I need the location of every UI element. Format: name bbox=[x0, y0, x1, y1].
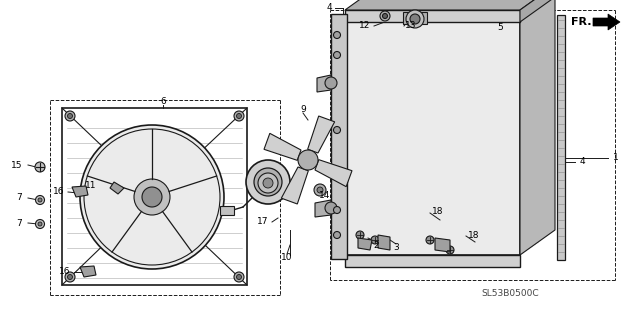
Text: 7: 7 bbox=[16, 219, 22, 227]
Bar bbox=[331, 14, 347, 259]
Bar bbox=[403, 12, 427, 24]
Polygon shape bbox=[72, 186, 88, 197]
Text: 18: 18 bbox=[468, 232, 479, 241]
Circle shape bbox=[371, 236, 379, 244]
Text: 11: 11 bbox=[84, 182, 96, 190]
Circle shape bbox=[406, 10, 424, 28]
Polygon shape bbox=[315, 200, 331, 217]
Circle shape bbox=[446, 246, 454, 254]
Circle shape bbox=[258, 173, 278, 193]
Text: 12: 12 bbox=[358, 21, 370, 31]
Circle shape bbox=[333, 172, 340, 179]
Bar bbox=[345, 255, 520, 267]
Text: 13: 13 bbox=[405, 21, 417, 31]
Polygon shape bbox=[358, 238, 372, 250]
Circle shape bbox=[35, 219, 45, 228]
Circle shape bbox=[263, 178, 273, 188]
Circle shape bbox=[426, 236, 434, 244]
Circle shape bbox=[134, 179, 170, 215]
Bar bbox=[62, 108, 247, 285]
Bar bbox=[345, 10, 520, 22]
Circle shape bbox=[254, 168, 282, 196]
Text: 7: 7 bbox=[16, 194, 22, 203]
Bar bbox=[345, 18, 520, 255]
Text: 9: 9 bbox=[300, 106, 306, 115]
Circle shape bbox=[67, 275, 72, 279]
Circle shape bbox=[333, 206, 340, 213]
Circle shape bbox=[246, 160, 290, 204]
Bar bbox=[220, 206, 234, 215]
Circle shape bbox=[314, 184, 326, 196]
Text: 10: 10 bbox=[281, 254, 292, 263]
Text: 4: 4 bbox=[326, 4, 332, 12]
Polygon shape bbox=[435, 238, 450, 252]
Circle shape bbox=[317, 187, 323, 193]
Polygon shape bbox=[308, 116, 335, 153]
Circle shape bbox=[325, 202, 337, 214]
Circle shape bbox=[356, 231, 364, 239]
Text: 14: 14 bbox=[319, 190, 331, 199]
Circle shape bbox=[38, 222, 42, 226]
Bar bbox=[557, 15, 565, 260]
Polygon shape bbox=[593, 14, 620, 30]
Circle shape bbox=[325, 77, 337, 89]
Polygon shape bbox=[520, 0, 555, 22]
Circle shape bbox=[333, 32, 340, 39]
Text: 17: 17 bbox=[257, 218, 268, 226]
Polygon shape bbox=[345, 0, 555, 18]
Polygon shape bbox=[345, 0, 555, 10]
Text: 1: 1 bbox=[613, 153, 619, 162]
Circle shape bbox=[333, 232, 340, 239]
Circle shape bbox=[35, 196, 45, 204]
Circle shape bbox=[333, 127, 340, 133]
Text: 16: 16 bbox=[52, 188, 64, 197]
Circle shape bbox=[237, 275, 241, 279]
Polygon shape bbox=[110, 182, 124, 194]
Circle shape bbox=[333, 51, 340, 58]
Circle shape bbox=[237, 114, 241, 118]
Circle shape bbox=[67, 114, 72, 118]
Text: 2: 2 bbox=[373, 241, 379, 250]
Circle shape bbox=[234, 111, 244, 121]
Text: FR.: FR. bbox=[572, 17, 592, 27]
Circle shape bbox=[65, 272, 75, 282]
Text: 3: 3 bbox=[393, 243, 399, 253]
Text: 5: 5 bbox=[497, 24, 503, 33]
Polygon shape bbox=[378, 235, 390, 250]
Text: 6: 6 bbox=[160, 98, 166, 107]
Circle shape bbox=[380, 11, 390, 21]
Polygon shape bbox=[315, 160, 352, 187]
Text: 18: 18 bbox=[432, 206, 444, 216]
Circle shape bbox=[35, 162, 45, 172]
Circle shape bbox=[383, 13, 387, 19]
Text: 15: 15 bbox=[10, 160, 22, 169]
Circle shape bbox=[234, 272, 244, 282]
Circle shape bbox=[410, 14, 420, 24]
Circle shape bbox=[142, 187, 162, 207]
Polygon shape bbox=[264, 133, 301, 160]
Polygon shape bbox=[282, 167, 308, 204]
Circle shape bbox=[65, 111, 75, 121]
Polygon shape bbox=[317, 75, 331, 92]
Circle shape bbox=[261, 175, 275, 189]
Text: 4: 4 bbox=[580, 158, 586, 167]
Polygon shape bbox=[80, 266, 96, 277]
Circle shape bbox=[38, 198, 42, 202]
Text: SL53B0500C: SL53B0500C bbox=[481, 288, 539, 298]
Text: 16: 16 bbox=[58, 268, 70, 277]
Circle shape bbox=[80, 125, 224, 269]
Circle shape bbox=[298, 150, 318, 170]
Polygon shape bbox=[520, 0, 555, 255]
